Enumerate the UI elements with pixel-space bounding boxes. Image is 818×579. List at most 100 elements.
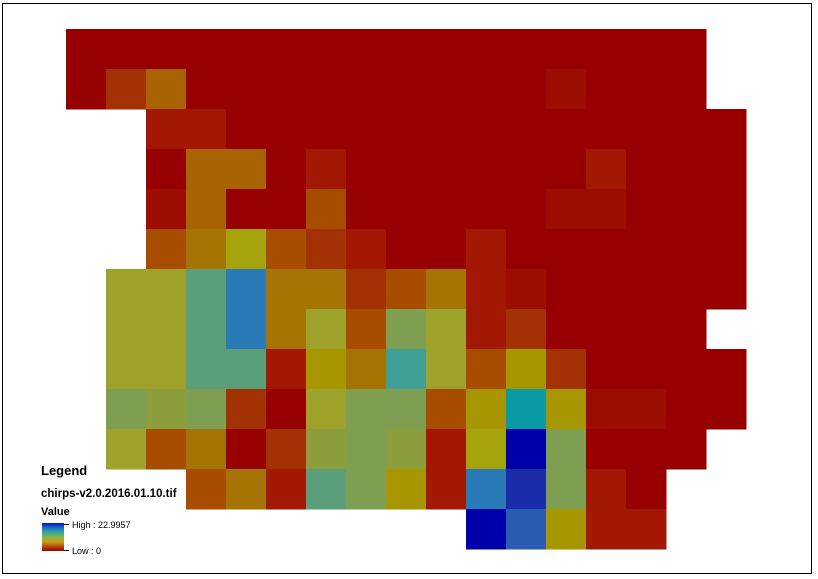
raster-cell	[306, 189, 347, 230]
raster-cell	[226, 69, 267, 110]
raster-cell	[586, 189, 627, 230]
raster-cell	[106, 309, 147, 350]
map-frame: Legend chirps-v2.0.2016.01.10.tif Value …	[2, 3, 812, 574]
raster-cell	[106, 269, 147, 310]
raster-cell	[186, 349, 227, 390]
raster-cell	[586, 309, 627, 350]
raster-cell	[266, 109, 307, 150]
raster-cell	[346, 349, 387, 390]
raster-cell	[546, 509, 587, 550]
raster-cell	[146, 229, 187, 270]
legend-title: Legend	[41, 463, 88, 478]
raster-cell	[266, 349, 307, 390]
raster-cell	[266, 149, 307, 190]
raster-cell	[706, 189, 747, 230]
raster-cell	[546, 269, 587, 310]
raster-cell	[626, 229, 667, 270]
raster-cell	[346, 269, 387, 310]
raster-cell	[666, 269, 707, 310]
raster-cell	[186, 189, 227, 230]
raster-cell	[506, 149, 547, 190]
raster-cell	[386, 149, 427, 190]
raster-cell	[306, 149, 347, 190]
raster-cell	[626, 149, 667, 190]
ramp-high-label: High : 22.9957	[72, 520, 131, 530]
raster-cell	[546, 189, 587, 230]
raster-cell	[186, 69, 227, 110]
raster-cell	[306, 349, 347, 390]
raster-cell	[586, 109, 627, 150]
raster-cell	[266, 229, 307, 270]
raster-cell	[266, 189, 307, 230]
raster-cell	[626, 109, 667, 150]
raster-cell	[186, 389, 227, 430]
raster-cell	[626, 269, 667, 310]
legend-layer-name: chirps-v2.0.2016.01.10.tif	[41, 488, 177, 500]
raster-cell	[466, 109, 507, 150]
raster-cell	[186, 229, 227, 270]
raster-cell	[226, 29, 267, 70]
raster-cell	[586, 29, 627, 70]
raster-cell	[266, 29, 307, 70]
raster-cell	[66, 69, 107, 110]
raster-cell	[146, 69, 187, 110]
raster-cell	[466, 509, 507, 550]
raster-cell	[586, 389, 627, 430]
raster-cell	[386, 29, 427, 70]
raster-cell	[306, 309, 347, 350]
raster-cell	[666, 189, 707, 230]
raster-cell	[466, 69, 507, 110]
raster-cell	[666, 389, 707, 430]
raster-cell	[666, 149, 707, 190]
raster-cell	[226, 309, 267, 350]
raster-cell	[266, 469, 307, 510]
raster-cell	[266, 429, 307, 470]
raster-cell	[346, 149, 387, 190]
raster-cell	[186, 429, 227, 470]
raster-cell	[586, 229, 627, 270]
raster-cell	[586, 269, 627, 310]
raster-cell	[346, 229, 387, 270]
raster-cell	[546, 149, 587, 190]
raster-cell	[346, 29, 387, 70]
raster-cell	[506, 309, 547, 350]
raster-cell	[626, 309, 667, 350]
raster-cell	[626, 509, 667, 550]
raster-cell	[586, 69, 627, 110]
raster-cell	[306, 429, 347, 470]
raster-cell	[386, 109, 427, 150]
raster-cell	[226, 229, 267, 270]
raster-cell	[426, 389, 467, 430]
raster-cell	[266, 269, 307, 310]
raster-cell	[426, 429, 467, 470]
raster-cell	[426, 229, 467, 270]
raster-cell	[186, 109, 227, 150]
raster-cell	[666, 309, 707, 350]
raster-cell	[626, 69, 667, 110]
raster-cell	[386, 469, 427, 510]
raster-cell	[106, 389, 147, 430]
raster-cell	[346, 189, 387, 230]
raster-cell	[706, 389, 747, 430]
raster-cell	[146, 389, 187, 430]
raster-cell	[466, 349, 507, 390]
precipitation-raster[interactable]	[3, 4, 813, 575]
raster-cell	[506, 109, 547, 150]
raster-cell	[146, 29, 187, 70]
raster-cell	[466, 29, 507, 70]
raster-cell	[586, 509, 627, 550]
raster-cell	[546, 429, 587, 470]
raster-cell	[666, 109, 707, 150]
raster-cell	[426, 149, 467, 190]
raster-cell	[306, 469, 347, 510]
raster-cell	[706, 109, 747, 150]
raster-cell	[426, 69, 467, 110]
raster-cell	[706, 229, 747, 270]
legend: Legend chirps-v2.0.2016.01.10.tif Value …	[41, 463, 231, 563]
raster-cell	[626, 349, 667, 390]
raster-cell	[106, 69, 147, 110]
raster-cell	[66, 29, 107, 70]
raster-cell	[666, 349, 707, 390]
raster-cell	[306, 389, 347, 430]
color-ramp	[42, 523, 64, 551]
